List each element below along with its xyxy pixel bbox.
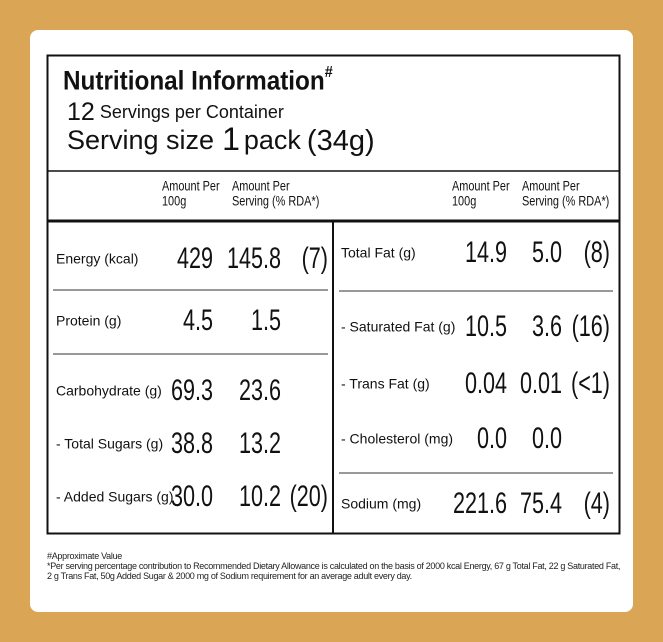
- nutrient-value: 0.0: [477, 420, 507, 454]
- nutrient-value: 429: [177, 240, 213, 274]
- serving-size: Serving size 1 pack (34g): [67, 121, 375, 157]
- title-text: Nutritional Information: [63, 66, 325, 95]
- nutrient-label: Protein (g): [56, 313, 121, 329]
- nutrient-label: - Added Sugars (g): [56, 489, 174, 505]
- nutrient-value: 3.6: [532, 308, 562, 342]
- nutrient-value: (16): [572, 308, 610, 342]
- nutrient-label: - Saturated Fat (g): [341, 319, 455, 335]
- nutrient-value: 69.3: [171, 372, 213, 406]
- column-header: Amount Per: [452, 178, 510, 194]
- servings-count: 12: [67, 98, 95, 126]
- footnotes: #Approximate Value *Per serving percentag…: [47, 551, 627, 581]
- nutrient-value: 14.9: [465, 234, 507, 268]
- nutrient-value: (8): [584, 234, 610, 268]
- nutrient-label: Carbohydrate (g): [56, 383, 162, 399]
- label-border: [46, 54, 621, 535]
- nutrient-value: (4): [584, 485, 610, 519]
- nutrient-label: - Trans Fat (g): [341, 376, 430, 392]
- serving-size-unit: pack: [244, 125, 302, 155]
- nutrient-value: (<1): [571, 365, 610, 399]
- serving-size-amount: 1: [222, 121, 240, 157]
- servings-text: Servings per Container: [100, 102, 284, 122]
- nutrient-label: - Cholesterol (mg): [341, 431, 453, 447]
- nutrient-value: 13.2: [239, 425, 281, 459]
- title-mark: #: [325, 64, 334, 82]
- nutrient-value: (20): [290, 478, 328, 512]
- nutrient-value: 30.0: [171, 478, 213, 512]
- nutrient-value: 10.5: [465, 308, 507, 342]
- serving-size-label: Serving size: [67, 125, 214, 155]
- column-header: Amount Per: [522, 178, 580, 194]
- title: Nutritional Information#: [63, 64, 333, 96]
- nutrient-value: 5.0: [532, 234, 562, 268]
- nutrient-value: 1.5: [251, 302, 281, 336]
- nutrient-value: 0.01: [520, 365, 562, 399]
- servings: 12 Servings per Container: [67, 98, 284, 126]
- column-header: 100g: [162, 193, 186, 209]
- column-header: Amount Per: [232, 178, 290, 194]
- column-header: 100g: [452, 193, 476, 209]
- nutrient-value: 4.5: [183, 302, 213, 336]
- nutrient-value: 0.0: [532, 420, 562, 454]
- nutrient-label: Sodium (mg): [341, 496, 421, 512]
- nutrient-value: 38.8: [171, 425, 213, 459]
- column-header: Amount Per: [162, 178, 220, 194]
- nutrient-label: - Total Sugars (g): [56, 436, 163, 452]
- card: [30, 30, 633, 612]
- nutrient-value: 145.8: [227, 240, 281, 274]
- nutrient-value: 0.04: [465, 365, 507, 399]
- nutrient-label: Energy (kcal): [56, 251, 138, 267]
- nutrient-value: 10.2: [239, 478, 281, 512]
- column-header: Serving (% RDA*): [522, 193, 609, 209]
- nutrient-value: 23.6: [239, 372, 281, 406]
- footnote: *Per serving percentage contribution to …: [47, 561, 621, 581]
- nutrient-value: 221.6: [453, 485, 507, 519]
- serving-size-weight: (34g): [307, 125, 375, 157]
- nutrient-value: 75.4: [520, 485, 562, 519]
- footnote: #Approximate Value: [47, 551, 122, 561]
- column-header: Serving (% RDA*): [232, 193, 319, 209]
- nutrient-label: Total Fat (g): [341, 245, 416, 261]
- nutrient-value: (7): [302, 240, 328, 274]
